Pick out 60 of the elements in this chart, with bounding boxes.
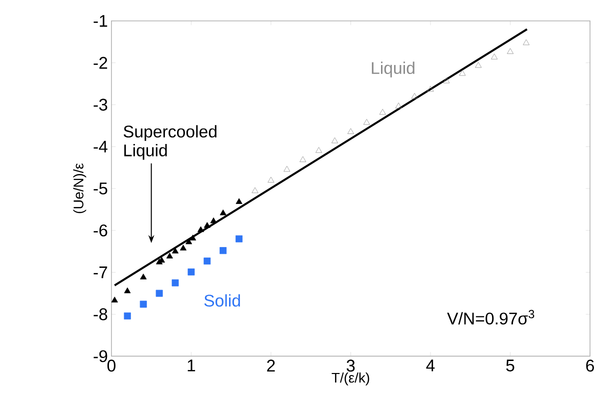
point: [316, 147, 322, 153]
y-tick-label: -8: [94, 308, 108, 320]
y-tick-label: -5: [94, 182, 108, 194]
point: [236, 235, 243, 242]
y-tick-label: -6: [94, 224, 108, 236]
x-axis-title: T/(ε/k): [332, 372, 370, 386]
point: [236, 198, 242, 204]
point: [140, 300, 147, 308]
point: [506, 48, 514, 54]
point: [210, 218, 217, 224]
series-label: Solid: [204, 294, 240, 307]
point: [220, 210, 226, 216]
point: [331, 137, 338, 144]
x-tick-label: 1: [188, 360, 196, 372]
x-tick-label: 4: [426, 360, 435, 372]
point: [522, 39, 530, 46]
point: [427, 86, 434, 92]
point: [156, 290, 163, 297]
x-tick-label: 3: [346, 360, 355, 372]
text: Supercooled Liquid: [124, 125, 216, 160]
point: [197, 226, 204, 232]
point: [347, 128, 354, 134]
point: [395, 102, 402, 108]
annotation: V/N=0.97σ$^{3}$: [447, 310, 534, 325]
point: [411, 93, 418, 99]
point: [188, 268, 195, 276]
point: [459, 70, 466, 76]
point: [124, 288, 131, 294]
point: [300, 156, 306, 162]
y-tick-label: -4: [94, 140, 108, 152]
point: [220, 247, 227, 254]
point: [190, 234, 196, 240]
point: [379, 108, 386, 115]
point: [172, 248, 179, 254]
x-tick-label: 2: [267, 360, 275, 372]
point: [204, 222, 210, 228]
point: [111, 296, 118, 302]
point: [166, 252, 173, 258]
point: [252, 187, 258, 194]
point: [284, 166, 290, 172]
y-tick-label: -1: [94, 15, 108, 27]
point: [204, 258, 211, 265]
x-tick-label: 5: [506, 360, 514, 372]
point: [140, 274, 147, 280]
series-label: Liquid: [372, 62, 414, 78]
y-tick-label: -2: [94, 56, 108, 69]
point: [180, 244, 187, 251]
point: [172, 279, 179, 286]
y-axis-title: (Ue/N)/ε: [73, 163, 86, 214]
point: [363, 119, 370, 125]
point: [475, 62, 482, 68]
x-tick-label: 6: [586, 360, 594, 372]
point: [124, 312, 131, 320]
y-tick-label: -7: [94, 266, 108, 278]
point: [491, 54, 498, 60]
point: [268, 176, 274, 183]
point: [443, 78, 450, 84]
x-tick-label: 0: [107, 360, 116, 372]
y-tick-label: -9: [94, 350, 108, 362]
y-tick-label: -3: [94, 98, 108, 111]
